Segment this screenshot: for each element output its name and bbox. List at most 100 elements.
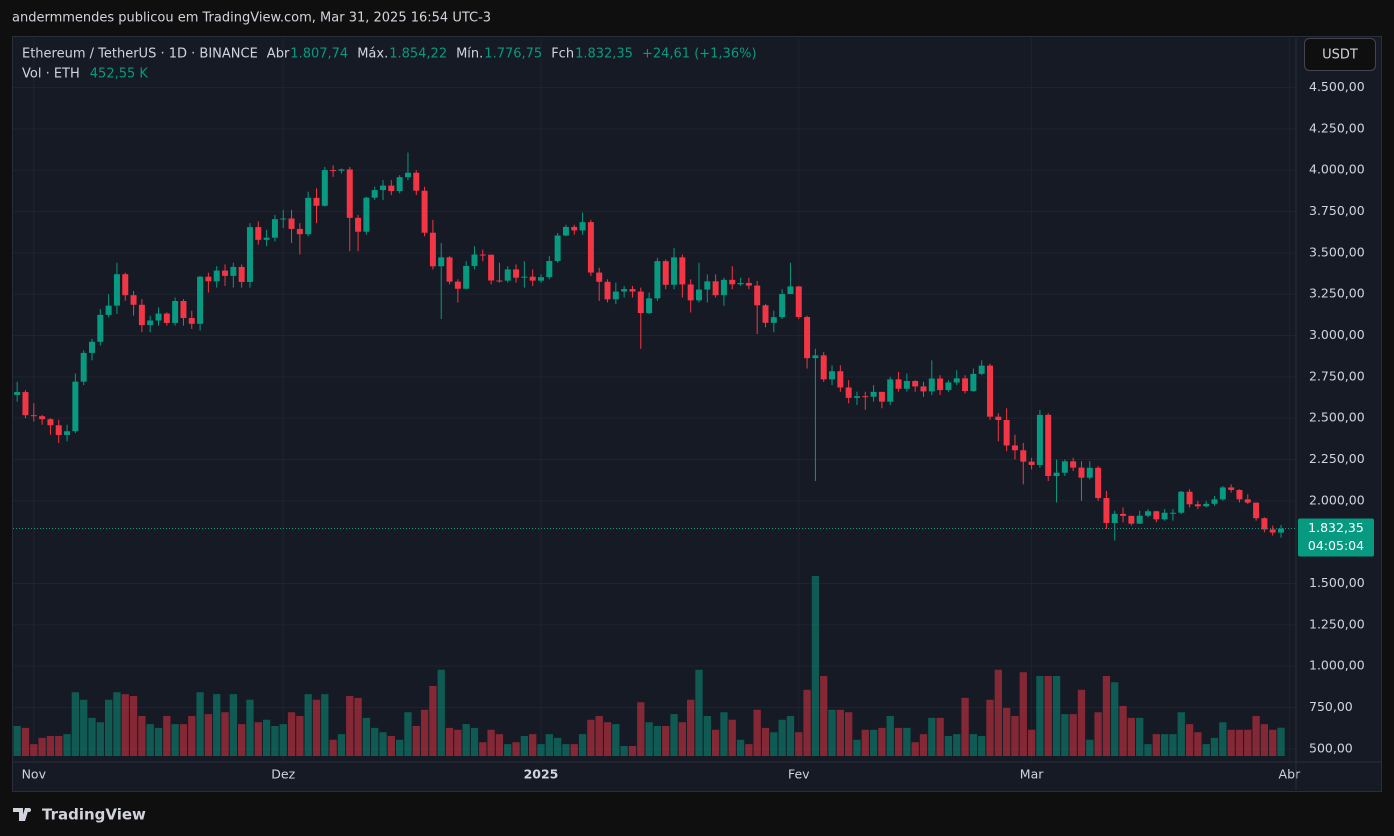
- candle-body: [246, 227, 253, 282]
- currency-label[interactable]: USDT: [1322, 48, 1358, 63]
- volume-bar: [986, 699, 994, 756]
- candle-body: [637, 291, 644, 314]
- volume-bar: [936, 717, 944, 756]
- volume-bar: [470, 727, 479, 756]
- volume-bar: [154, 727, 163, 756]
- brand-name: TradingView: [42, 806, 146, 824]
- y-tick-label: 3.000,00: [1309, 327, 1365, 342]
- candle-body: [446, 257, 453, 282]
- candle-body: [371, 190, 378, 198]
- volume-bar: [420, 709, 429, 756]
- volume-bar: [1160, 734, 1169, 756]
- candle-body: [122, 274, 129, 296]
- last-price-tag: [1298, 518, 1374, 557]
- volume-bar: [479, 742, 487, 756]
- candle-body: [14, 392, 21, 396]
- x-tick-label: Mar: [1020, 767, 1044, 782]
- volume-bar: [1102, 676, 1111, 756]
- volume-bar: [262, 719, 271, 756]
- candle-body: [1219, 487, 1226, 500]
- volume-bar: [55, 736, 63, 756]
- y-tick-label: 2.250,00: [1309, 451, 1365, 466]
- axes: 500,00 750,00 1.000,00 1.250,00 1.500,00 2.00…: [13, 38, 1381, 790]
- candle-body: [1103, 498, 1110, 523]
- candle-body: [155, 313, 162, 321]
- volume-bar: [537, 744, 545, 756]
- volume-bar: [1277, 727, 1285, 756]
- candle-body: [770, 317, 777, 323]
- candle-body: [928, 378, 935, 392]
- y-tick-label: 1.000,00: [1309, 658, 1365, 673]
- candle-body: [147, 320, 154, 326]
- volume-bar: [844, 712, 853, 756]
- volume-bar: [1002, 707, 1011, 756]
- volume-bar: [911, 742, 919, 756]
- candle-body: [853, 396, 860, 398]
- candle-body: [554, 235, 561, 261]
- candle-body: [862, 396, 869, 398]
- volume-bar: [520, 736, 529, 756]
- candle-body: [296, 228, 303, 235]
- candle-body: [388, 185, 395, 192]
- currency-button[interactable]: [1304, 38, 1376, 71]
- candle-body: [621, 289, 628, 292]
- candle-body: [596, 272, 603, 282]
- candle-body: [471, 254, 478, 266]
- candle-body: [903, 380, 910, 389]
- candle-body: [1186, 491, 1193, 505]
- candle-body: [1261, 518, 1268, 530]
- candle-body: [39, 416, 46, 420]
- volume-bar: [1177, 712, 1185, 756]
- candle-body: [646, 298, 653, 314]
- candle-body: [1036, 414, 1043, 465]
- volume-bar: [379, 732, 387, 756]
- candle-body: [305, 197, 312, 235]
- candle-body: [1178, 491, 1185, 513]
- volume-bar: [213, 694, 221, 756]
- volume-bar: [271, 726, 279, 756]
- x-tick-label: Dez: [271, 767, 295, 782]
- volume-bar: [437, 669, 445, 756]
- candle-body: [1120, 513, 1127, 516]
- volume-bar: [512, 742, 520, 756]
- candle-body: [321, 170, 328, 206]
- candle-body: [1153, 511, 1160, 520]
- volume-bar: [1011, 716, 1019, 756]
- volume-bar: [529, 734, 537, 756]
- volume-bar: [1219, 722, 1227, 756]
- volume-bar: [720, 712, 728, 756]
- candle-body: [113, 274, 120, 306]
- candle-body: [1269, 529, 1276, 533]
- volume-bar: [246, 699, 254, 756]
- candle-body: [538, 277, 544, 281]
- volume-bar: [354, 697, 362, 756]
- candle-body: [213, 270, 220, 282]
- volume-bar: [337, 734, 346, 756]
- candle-body: [64, 431, 71, 436]
- volume-bar: [321, 694, 329, 756]
- volume-bar: [969, 734, 978, 756]
- ohlc-value: 1.807,74: [290, 47, 348, 62]
- volume-bar: [562, 744, 570, 756]
- volume-bar: [820, 676, 828, 756]
- volume-bar: [1202, 744, 1210, 756]
- volume-bar: [371, 727, 379, 756]
- volume-bar: [1244, 729, 1252, 756]
- y-tick-label: 2.000,00: [1309, 492, 1365, 507]
- candle-body: [222, 270, 229, 276]
- ohlc-name: Máx.: [357, 47, 388, 62]
- volume-bar: [1194, 732, 1202, 756]
- volume-bar: [545, 734, 553, 756]
- volume-bar: [645, 722, 653, 756]
- candle-body: [188, 318, 195, 324]
- volume-bar: [928, 717, 936, 756]
- candle-body: [1070, 461, 1077, 468]
- volume-bar: [753, 709, 761, 756]
- candle-body: [687, 284, 694, 301]
- publish-header: andermmendes publicou em TradingView.com…: [12, 11, 491, 26]
- candle-body: [870, 391, 877, 397]
- candle-body: [1061, 461, 1068, 473]
- candle-body: [1053, 472, 1060, 477]
- candle-body: [271, 219, 278, 238]
